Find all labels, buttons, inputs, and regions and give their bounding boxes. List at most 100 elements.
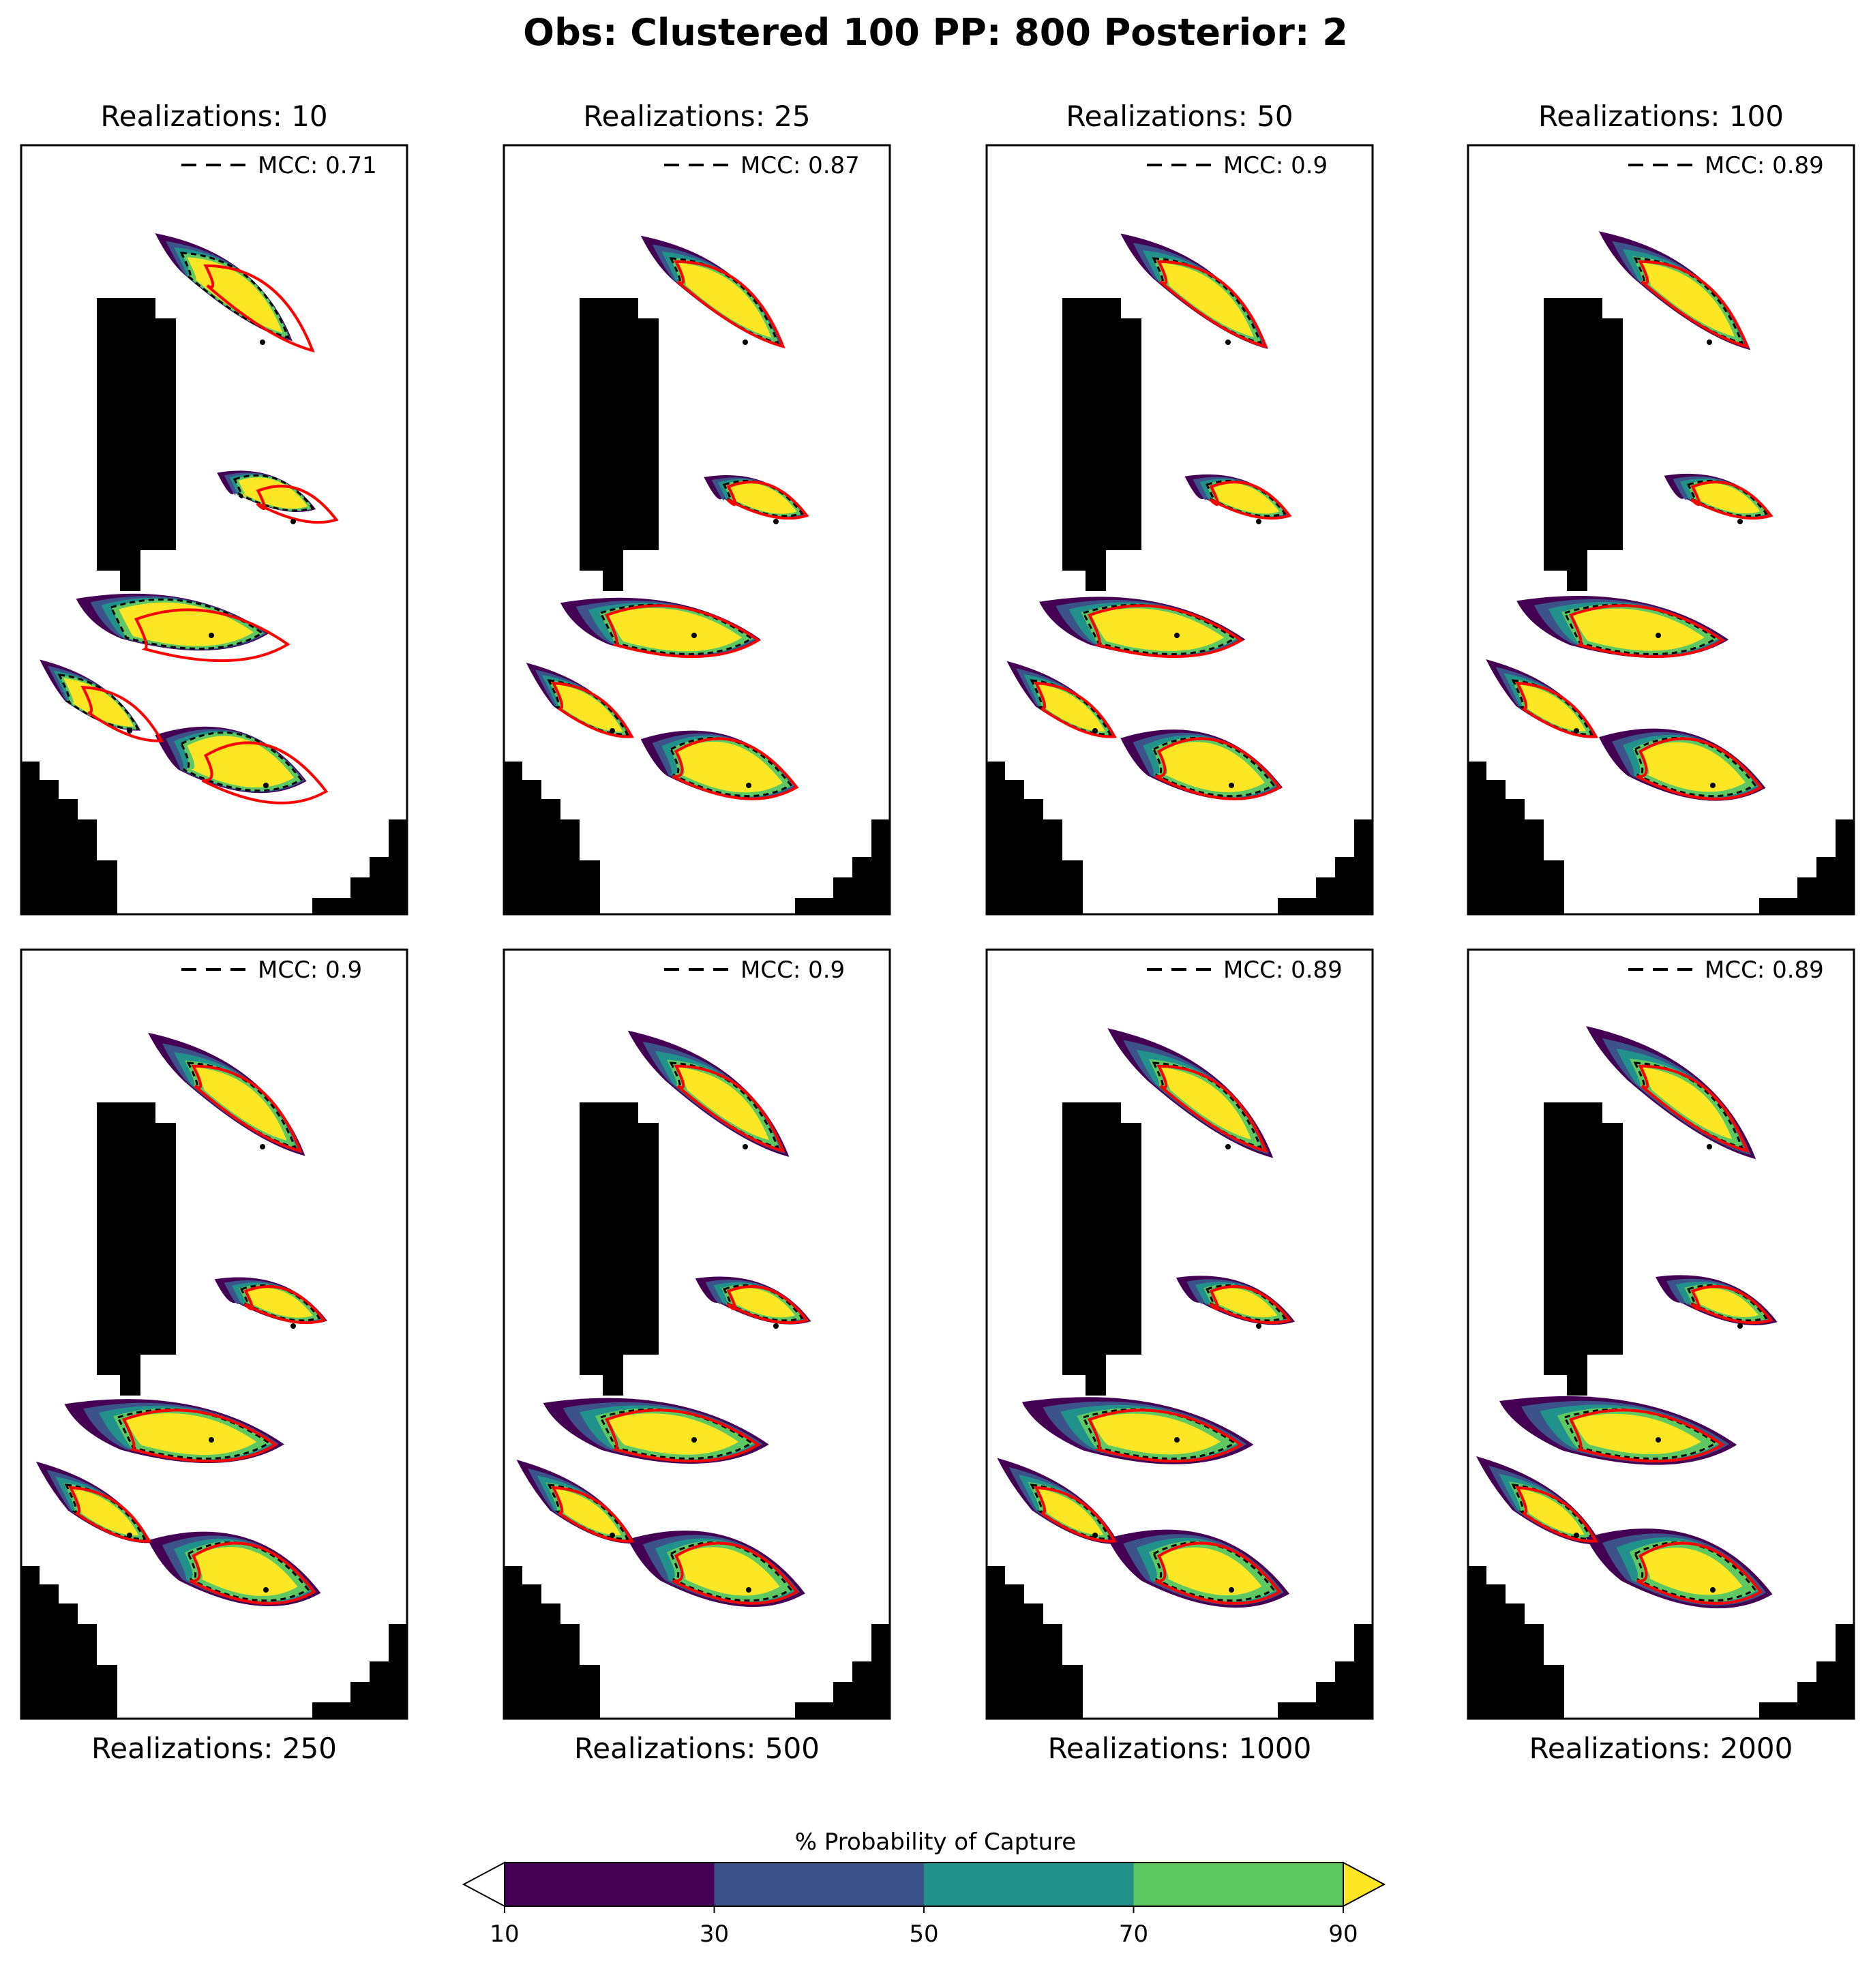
well-marker [1707,340,1712,345]
reference-zone-outline [672,737,799,800]
well-marker [1656,1437,1661,1443]
probability-band-90 [1091,1413,1221,1455]
probability-band-90 [70,1488,139,1536]
probability-band-90 [1641,1067,1733,1139]
probability-band-90 [1572,608,1705,651]
inactive-zone-lower-right [1278,1624,1373,1719]
capture-zone-4 [1476,1456,1602,1545]
well-marker [1710,783,1716,788]
probability-band-90 [728,483,797,514]
reference-zone-outline [1569,1409,1725,1463]
reference-zone-outline [191,1064,303,1154]
well-marker [1574,1533,1579,1538]
inactive-zone-upper [97,298,176,591]
probability-band-90 [676,262,772,338]
inactive-zone-upper [580,298,659,591]
mcc-contour [57,674,140,730]
reference-zone-outline [1638,260,1750,349]
colorbar-tick-label: 10 [490,1921,519,1948]
probability-band-90 [676,741,783,793]
panel-250: MCC: 0.9 [20,948,408,1720]
probability-band-90 [245,1288,313,1318]
reference-zone-outline [1690,481,1773,520]
legend-mcc-label: MCC: 0.9 [1223,152,1328,179]
legend-mcc-label: MCC: 0.9 [258,957,362,984]
well-marker [127,728,132,734]
inactive-zone-lower-left [20,1566,117,1719]
reference-zone-outline [1515,681,1598,738]
panel-25: MCC: 0.87 [503,144,891,916]
reference-zone-outline [122,1409,278,1463]
well-marker [1707,1144,1712,1149]
well-marker [1225,340,1231,345]
colorbar-band-70 [1133,1863,1344,1906]
probability-band-90 [1572,1413,1701,1455]
inactive-zone-lower-left [1467,762,1564,915]
panel-500: MCC: 0.9 [503,948,891,1720]
capture-zone-2 [217,470,316,513]
capture-zone-3 [1039,597,1246,658]
reference-zone-outline [1088,604,1244,659]
probability-band-90 [1091,608,1224,651]
panel-title: Realizations: 2000 [1529,1732,1793,1765]
reference-zone-outline [243,1285,327,1325]
legend-mcc-label: MCC: 0.89 [1223,957,1343,984]
inactive-zone-lower-left [986,1566,1083,1719]
inactive-zone-upper [1544,1102,1623,1396]
probability-band-90 [1692,1288,1758,1317]
well-marker [1710,1587,1716,1593]
reference-zone-outline [1156,1064,1268,1154]
well-marker [1256,1323,1261,1329]
probability-band-90 [1210,1288,1278,1318]
probability-band-90 [553,1488,621,1535]
probability-band-90 [1210,483,1279,514]
legend-mcc-label: MCC: 0.71 [258,152,377,179]
colorbar-tick-label: 30 [700,1921,729,1948]
well-marker [746,783,751,788]
inactive-zone-lower-left [503,762,600,915]
colorbar-tick-label: 70 [1119,1921,1148,1948]
probability-band-90 [187,736,295,787]
mcc-contour [1081,603,1237,655]
inactive-zone-lower-right [795,819,890,915]
well-marker [263,783,269,788]
well-marker [1737,519,1743,524]
probability-band-90 [194,1547,298,1596]
colorbar-extend-under [462,1861,505,1908]
inactive-zone-lower-left [503,1566,600,1719]
probability-band-90 [238,477,308,509]
mcc-contour [1081,1408,1237,1460]
colorbar-band-50 [924,1863,1134,1906]
capture-zone-5 [148,1531,321,1607]
panel-50: MCC: 0.9 [985,144,1374,916]
mcc-contour [669,1541,793,1602]
panel-2000: MCC: 0.89 [1467,948,1855,1720]
probability-band-90 [1517,683,1586,732]
reference-zone-outline [201,741,329,804]
well-marker [743,340,748,345]
figure-suptitle: Obs: Clustered 100 PP: 800 Posterior: 2 [523,11,1348,54]
well-marker [209,633,214,638]
well-marker [1737,1323,1743,1329]
panel-frame [985,948,1374,1720]
inactive-zone-lower-right [312,1624,408,1719]
colorbar-label: % Probability of Capture [794,1828,1077,1856]
legend-mcc-label: MCC: 0.87 [740,152,860,179]
reference-zone-outline [1154,1541,1282,1605]
inactive-zone-lower-right [795,1624,890,1719]
probability-band-90 [1517,1488,1585,1535]
colorbar-extend-over [1343,1861,1386,1908]
reference-zone-outline [672,1541,799,1605]
well-marker [1229,1587,1234,1593]
capture-zone-1 [148,1032,305,1156]
colorbar-band-30 [714,1863,925,1906]
mcc-contour [599,603,754,655]
mcc-contour [669,736,793,798]
reference-zone-outline [1515,1486,1598,1543]
panel-frame [1467,948,1855,1720]
inactive-zone-lower-left [20,762,117,915]
probability-band-90 [1036,683,1105,732]
probability-band-90 [608,1413,739,1455]
well-marker [1225,1144,1231,1149]
reference-zone-outline [1209,1285,1292,1325]
